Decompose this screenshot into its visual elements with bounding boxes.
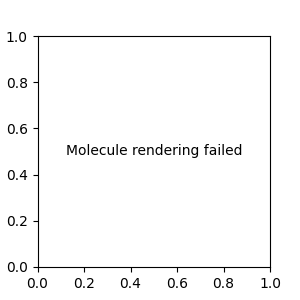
Text: Molecule rendering failed: Molecule rendering failed xyxy=(65,145,242,158)
